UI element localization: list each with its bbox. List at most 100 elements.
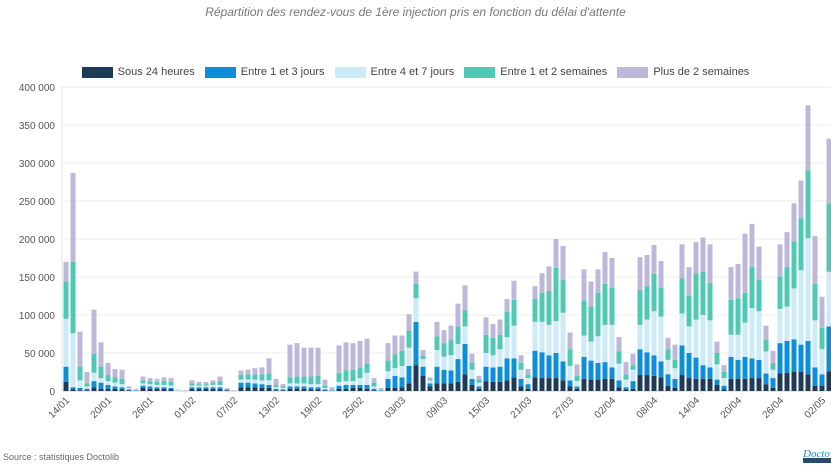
y-tick-label: 50 000 [24,349,55,360]
bar-segment [511,299,517,326]
bar-segment [658,361,664,378]
bar-segment [763,325,769,340]
source-note: Source : statistiques Doctolib [3,452,120,462]
bar-segment [434,383,440,391]
bar-segment [567,349,573,366]
bar-segment [616,363,622,381]
bar-segment [91,381,97,388]
bar-segment [539,352,545,379]
bar-segment [462,326,468,344]
bar-segment [546,290,552,325]
bar-segment [504,299,510,312]
bar-segment [119,378,125,385]
bar-segment [84,390,90,391]
bar-segment [826,326,831,372]
bar-segment [420,375,426,391]
doctolib-logo: Docto [803,444,831,466]
bar-segment [749,267,755,309]
bar-segment [497,366,503,382]
bar-segment [105,384,111,389]
bar-segment [665,374,671,386]
bar-segment [742,233,748,293]
bar-segment [490,367,496,382]
x-tick-label: 14/04 [677,395,703,421]
bar-segment [651,245,657,274]
bar-segment [161,381,167,385]
legend-item: Entre 1 et 3 jours [204,66,325,78]
bar-segment [462,343,468,375]
bar-segment [749,378,755,391]
bar-segment [280,384,286,387]
x-tick-label: 20/01 [89,395,115,421]
bar-segment [532,350,538,378]
bar-segment [588,281,594,307]
bar-segment [490,337,496,356]
bar-segment [448,355,454,371]
bar-segment [756,359,762,379]
bar-segment [637,324,643,350]
y-tick-label: 0 [49,387,55,398]
bar-segment [805,105,811,171]
bar-segment [434,349,440,367]
bar-segment [259,384,265,388]
bar-segment [707,283,713,321]
bar-segment [595,379,601,391]
bar-segment [378,388,384,390]
bar-segment [693,357,699,379]
bar-segment [315,389,321,391]
bar-segment [532,299,538,322]
bar-segment [826,271,831,327]
bar-segment [546,324,552,356]
bar-segment [63,366,69,382]
x-tick-label: 26/04 [761,395,787,421]
bar-segment [336,385,342,389]
bar-segment [140,387,146,391]
bar-segment [350,387,356,391]
bar-segment [406,330,412,348]
y-tick-label: 300 000 [19,159,56,170]
bar-segment [147,378,153,382]
bar-segment [602,378,608,391]
bar-segment [539,321,545,353]
bar-segment [154,388,160,391]
bar-segment [147,386,153,389]
bar-segment [420,366,426,376]
bar-segment [336,372,342,382]
bar-segment [189,380,195,384]
bar-segment [532,286,538,300]
bar-segment [343,388,349,391]
legend-label: Entre 1 et 3 jours [240,66,325,78]
bar-segment [448,340,454,356]
bar-segment [287,344,293,378]
bar-segment [812,385,818,391]
bar-segment [294,386,300,389]
bar-segment [539,273,545,293]
bar-segment [63,281,69,319]
bar-segment [203,385,209,388]
bar-segment [623,362,629,375]
bar-segment [175,390,181,391]
bar-segment [504,380,510,391]
bar-segment [399,350,405,366]
bar-segment [679,278,685,314]
bar-segment [378,390,384,391]
bar-segment [154,378,160,382]
x-tick-label: 26/01 [131,395,157,421]
bar-segment [721,372,727,379]
bar-segment [217,387,223,390]
bar-segment [588,306,594,342]
bar-segment [147,381,153,385]
bar-segment [560,312,566,362]
bar-segment [805,374,811,391]
bar-segment [385,371,391,379]
bar-segment [504,311,510,338]
bar-segment [294,383,300,387]
bar-segment [252,368,258,375]
bar-segment [686,267,692,296]
bar-segment [749,358,755,379]
bar-segment [651,273,657,312]
bar-segment [609,367,615,379]
bar-segment [609,287,615,325]
bar-segment [798,270,804,345]
bar-segment [133,388,139,390]
